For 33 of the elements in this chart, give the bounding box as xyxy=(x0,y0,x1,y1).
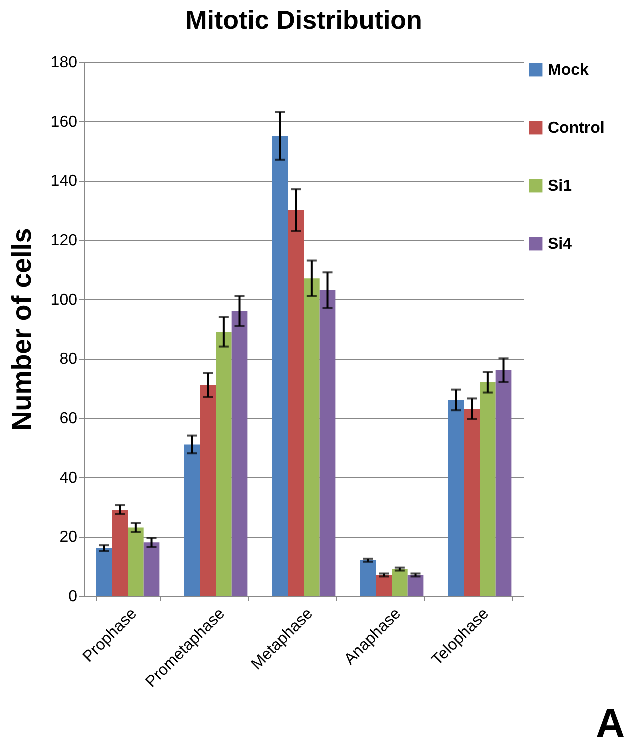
bar xyxy=(128,528,144,596)
bar xyxy=(288,210,304,596)
bar xyxy=(496,370,512,596)
y-tick-label: 180 xyxy=(50,54,78,72)
bar xyxy=(464,409,480,596)
legend-label: Si4 xyxy=(548,236,572,253)
y-axis-title: Number of cells xyxy=(6,228,37,431)
y-tick-label: 0 xyxy=(68,588,78,606)
y-tick-label: 80 xyxy=(60,351,78,368)
bar xyxy=(112,510,128,596)
bar xyxy=(144,542,160,596)
bar xyxy=(448,400,464,596)
bar xyxy=(304,278,320,596)
legend-label: Mock xyxy=(548,62,589,79)
y-tick-label: 160 xyxy=(50,114,78,131)
y-tick-label: 40 xyxy=(60,470,78,487)
bar xyxy=(232,311,248,596)
y-tick-label: 60 xyxy=(60,410,78,428)
y-tick-label: 140 xyxy=(50,173,78,190)
y-tick-label: 100 xyxy=(50,292,78,309)
y-tick-label: 20 xyxy=(60,529,78,546)
bar xyxy=(200,385,216,596)
legend-label: Control xyxy=(548,120,605,137)
bar xyxy=(184,444,200,596)
legend-label: Si1 xyxy=(548,178,572,195)
bar xyxy=(480,382,496,596)
chart-title: Mitotic Distribution xyxy=(186,5,422,35)
bar xyxy=(272,136,288,596)
text: A xyxy=(596,702,625,747)
bar xyxy=(216,332,232,596)
bar xyxy=(96,548,112,596)
y-tick-label: 120 xyxy=(50,232,78,250)
bar xyxy=(320,290,336,596)
